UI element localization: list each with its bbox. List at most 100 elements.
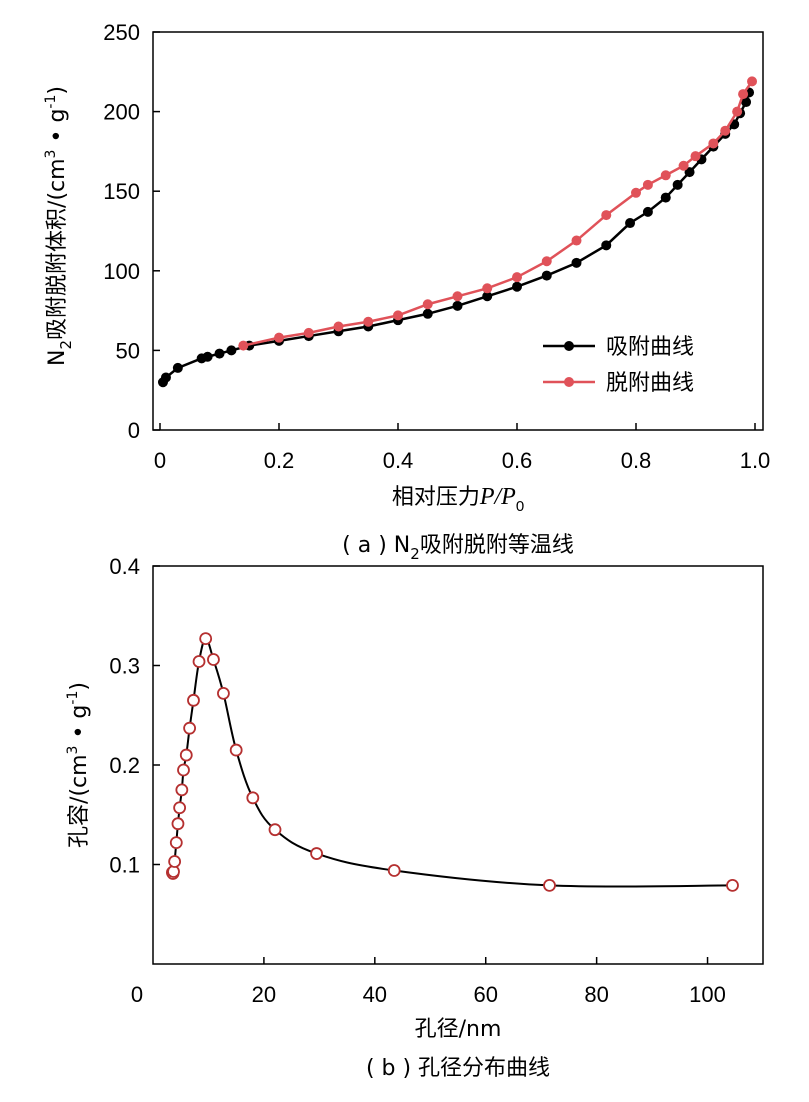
y-tick-label: 0.2 (109, 753, 140, 778)
chart-a: 0 0.2 0.4 0.6 0.8 1.0 0 50 100 150 200 250 吸附曲线 脱附… (43, 20, 770, 563)
y-tick-label: 0 (128, 418, 140, 443)
x-tick-label: 80 (584, 982, 608, 1007)
pore-distribution-point (217, 686, 230, 700)
pore-distribution-point (169, 836, 183, 850)
pore-distribution-point (173, 801, 187, 815)
adsorption-point (684, 167, 695, 178)
adsorption-point (422, 308, 433, 319)
chart-b-frame (152, 565, 764, 965)
chart-a-ylabel: N2吸附脱附体积/(cm3 • g-1) (43, 86, 75, 366)
adsorption-point (172, 362, 183, 373)
y-tick-label: 0.4 (109, 554, 140, 579)
adsorption-point (226, 345, 237, 356)
y-tick-label: 100 (103, 259, 140, 284)
x-tick-label: 40 (363, 982, 387, 1007)
adsorption-point (741, 97, 752, 108)
desorption-point (422, 299, 433, 310)
x-tick-label: 0.8 (621, 448, 652, 473)
desorption-point (541, 256, 552, 267)
pore-distribution-point (246, 791, 260, 805)
chart-a-x-ticks: 0 0.2 0.4 0.6 0.8 1.0 (154, 423, 770, 473)
pore-distribution-point (171, 817, 185, 831)
x-tick-label: 0.4 (383, 448, 414, 473)
x-tick-label: 0.6 (502, 448, 533, 473)
desorption-point (708, 138, 719, 149)
chart-a-y-ticks: 0 50 100 150 200 250 (103, 20, 160, 443)
desorption-point (238, 340, 249, 351)
desorption-point (482, 283, 493, 294)
desorption-line (243, 80, 754, 347)
pore-distribution-point (179, 748, 193, 762)
adsorption-point (601, 240, 612, 251)
pore-distribution-point (187, 693, 200, 707)
chart-b-caption: ( b ) 孔径分布曲线 (366, 1056, 550, 1081)
pore-distribution-point (726, 878, 739, 892)
adsorption-point (214, 348, 225, 359)
pore-distribution-point (183, 721, 197, 735)
chart-b: 0 20 40 60 80 100 0.1 0.2 0.3 0.4 孔径/nm 孔容/(cm3 … (65, 554, 764, 1081)
pore-distribution-point (175, 783, 189, 797)
legend-label-adsorption: 吸附曲线 (606, 335, 694, 360)
pore-distribution-point (543, 878, 556, 892)
adsorption-point (625, 218, 636, 229)
chart-b-x-ticks: 0 20 40 60 80 100 (131, 957, 726, 1007)
adsorption-point (482, 291, 493, 302)
chart-b-xlabel: 孔径/nm (415, 1017, 502, 1042)
desorption-point (274, 332, 284, 343)
y-tick-label: 0.3 (109, 654, 140, 679)
pore-distribution-point (268, 823, 282, 837)
pore-distribution-point (229, 743, 243, 757)
pore-distribution-point (310, 847, 323, 860)
pore-distribution-point (199, 632, 213, 646)
legend-label-desorption: 脱附曲线 (606, 371, 694, 396)
adsorption-point (571, 257, 582, 268)
y-tick-label: 150 (103, 179, 140, 204)
chart-b-ylabel: 孔容/(cm3 • g-1) (65, 682, 92, 848)
desorption-point (333, 321, 344, 332)
chart-b-plot (166, 632, 739, 892)
desorption-point (631, 187, 641, 198)
desorption-point (660, 170, 671, 181)
desorption-point (678, 160, 689, 171)
x-tick-label: 0 (131, 982, 143, 1007)
desorption-point (512, 272, 522, 283)
desorption-point (571, 235, 582, 246)
x-tick-label: 1.0 (740, 448, 771, 473)
adsorption-point (512, 281, 522, 292)
desorption-point (303, 327, 314, 338)
y-tick-label: 0.1 (109, 853, 140, 878)
adsorption-point (541, 270, 552, 281)
desorption-point (738, 89, 749, 100)
pore-distribution-point (207, 653, 220, 666)
chart-a-legend: 吸附曲线 脱附曲线 (543, 335, 694, 396)
pore-distribution-point (168, 855, 182, 868)
pore-distribution-point (387, 864, 401, 877)
desorption-point (393, 310, 403, 321)
desorption-point (363, 316, 374, 327)
desorption-point (601, 210, 612, 221)
desorption-point (720, 125, 731, 136)
y-tick-label: 200 (103, 100, 140, 125)
legend-marker-adsorption (564, 341, 574, 351)
x-tick-label: 20 (252, 982, 276, 1007)
legend-marker-desorption (564, 377, 574, 387)
chart-a-frame (152, 31, 764, 431)
desorption-point (642, 179, 653, 190)
adsorption-point (160, 372, 171, 383)
pore-distribution-line (171, 637, 733, 888)
x-tick-label: 60 (473, 982, 497, 1007)
desorption-point (452, 291, 463, 302)
y-tick-label: 50 (116, 338, 140, 363)
adsorption-point (202, 351, 213, 362)
x-tick-label: 100 (689, 982, 726, 1007)
adsorption-point (660, 192, 671, 203)
pore-distribution-point (177, 763, 190, 777)
desorption-point (690, 151, 701, 162)
x-tick-label: 0.2 (264, 448, 295, 473)
adsorption-point (452, 300, 463, 311)
adsorption-point (642, 206, 653, 217)
adsorption-point (672, 179, 683, 190)
y-tick-label: 250 (103, 20, 140, 45)
pore-distribution-point (192, 655, 206, 668)
